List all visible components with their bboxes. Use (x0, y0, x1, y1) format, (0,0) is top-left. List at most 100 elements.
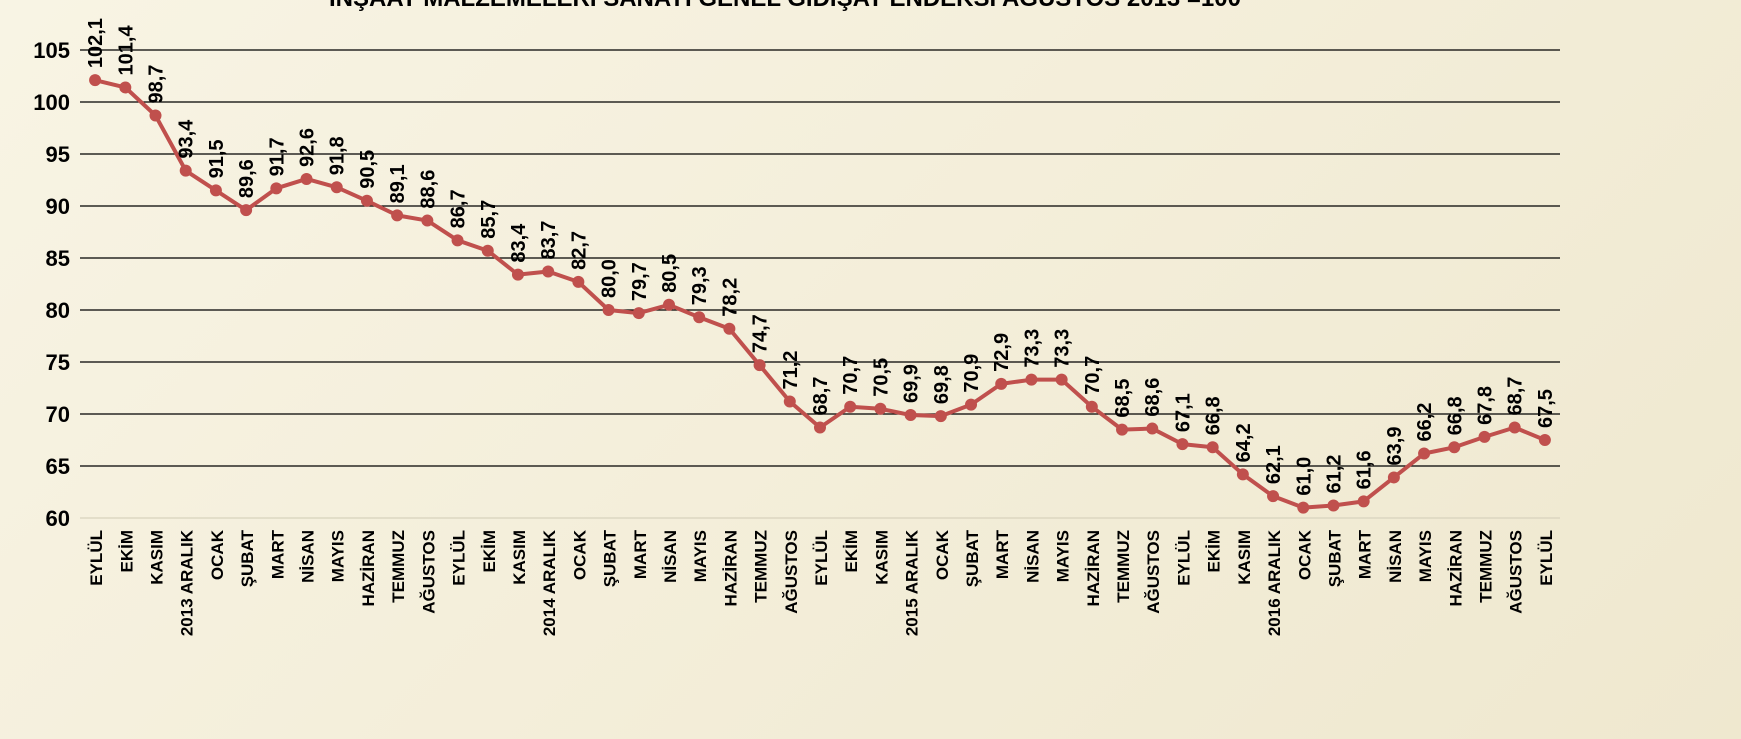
data-point (149, 109, 162, 122)
x-tick-label: HAZİRAN (1446, 530, 1465, 607)
data-point (300, 172, 313, 185)
data-label: 64,2 (1233, 423, 1255, 462)
data-point (965, 398, 978, 411)
data-point (1085, 400, 1098, 413)
x-tick-label: HAZİRAN (721, 530, 740, 607)
data-label: 80,5 (659, 254, 681, 293)
x-tick-label: TEMMUZ (752, 530, 771, 603)
data-point (844, 400, 857, 413)
data-label: 92,6 (297, 128, 319, 167)
x-tick-label: ŞUBAT (963, 529, 982, 587)
data-point (1478, 430, 1491, 443)
x-tick-label: MART (993, 529, 1012, 579)
data-point (814, 421, 826, 434)
data-point (119, 81, 132, 94)
data-label: 62,1 (1263, 445, 1285, 484)
data-point (995, 377, 1008, 390)
x-tick-label: OCAK (933, 529, 952, 580)
x-tick-label: EYLÜL (1174, 530, 1193, 586)
y-tick-label: 105 (33, 38, 70, 63)
data-label: 89,6 (236, 159, 258, 198)
data-point (1116, 423, 1129, 436)
x-tick-label: TEMMUZ (1114, 530, 1133, 603)
x-tick-label: 2016 ARALIK (1265, 529, 1284, 636)
data-point (481, 244, 494, 257)
data-point (1236, 468, 1249, 481)
data-label: 70,7 (1082, 356, 1104, 395)
data-point (330, 181, 343, 194)
data-point (753, 359, 766, 372)
data-point (632, 307, 645, 320)
x-tick-label: TEMMUZ (389, 530, 408, 603)
data-point (1538, 434, 1551, 446)
data-point (1267, 490, 1280, 503)
data-label: 91,7 (266, 137, 288, 176)
data-point (1176, 438, 1189, 451)
data-point (1206, 441, 1219, 454)
x-tick-label: EKİM (1205, 530, 1224, 573)
data-point (1055, 373, 1068, 386)
data-point (209, 184, 222, 197)
data-label: 93,4 (176, 119, 198, 159)
x-tick-label: 2015 ARALIK (903, 529, 922, 636)
x-tick-label: AĞUSTOS (782, 530, 801, 614)
x-tick-label: EKİM (480, 530, 499, 573)
x-tick-label: ŞUBAT (1325, 529, 1344, 587)
x-tick-label: HAZİRAN (359, 530, 378, 607)
data-point (1297, 501, 1310, 514)
x-tick-label: MAYIS (1054, 530, 1073, 582)
y-tick-label: 75 (46, 350, 70, 375)
data-label: 79,3 (689, 266, 711, 305)
x-tick-label: NİSAN (299, 530, 318, 583)
data-point (240, 204, 253, 217)
data-point (1327, 499, 1340, 512)
data-label: 63,9 (1384, 427, 1406, 466)
data-point (270, 182, 283, 195)
data-label: 89,1 (387, 164, 409, 203)
data-label: 90,5 (357, 150, 379, 189)
x-tick-label: KASIM (872, 530, 891, 585)
data-label: 69,9 (901, 364, 923, 403)
data-point (662, 298, 675, 311)
x-tick-label: 2013 ARALIK (178, 529, 197, 636)
data-label: 68,6 (1142, 378, 1164, 417)
data-label: 83,4 (508, 223, 530, 263)
data-point (1418, 447, 1431, 460)
x-tick-label: KASIM (510, 530, 529, 585)
data-label: 66,8 (1444, 396, 1466, 435)
x-tick-label: HAZİRAN (1084, 530, 1103, 607)
x-tick-label: NİSAN (1023, 530, 1042, 583)
data-point (904, 409, 917, 422)
data-point (1448, 441, 1461, 454)
data-point (723, 322, 736, 335)
data-label: 72,9 (991, 333, 1013, 372)
x-tick-label: EYLÜL (1537, 530, 1556, 586)
data-point (1146, 422, 1159, 435)
x-tick-label: MART (631, 529, 650, 579)
x-tick-label: MAYIS (691, 530, 710, 582)
data-point (602, 304, 615, 316)
data-label: 69,8 (931, 365, 953, 404)
data-point (1357, 495, 1370, 508)
data-point (572, 275, 585, 288)
x-tick-label: EYLÜL (87, 530, 106, 586)
data-label: 71,2 (780, 351, 802, 390)
data-label: 68,7 (810, 377, 832, 416)
data-point (360, 194, 373, 207)
data-label: 68,5 (1112, 379, 1134, 418)
data-point (1025, 373, 1038, 386)
data-label: 61,6 (1354, 450, 1376, 489)
data-point (179, 164, 192, 177)
data-point (783, 395, 796, 408)
y-tick-label: 65 (46, 454, 70, 479)
data-point (511, 268, 524, 281)
data-label: 70,9 (961, 354, 983, 393)
data-label: 83,7 (538, 221, 560, 260)
data-point (1508, 421, 1521, 434)
data-point (451, 234, 464, 247)
data-point (1387, 471, 1400, 484)
x-tick-label: OCAK (208, 529, 227, 580)
x-tick-label: ŞUBAT (238, 529, 257, 587)
data-label: 79,7 (629, 262, 651, 301)
